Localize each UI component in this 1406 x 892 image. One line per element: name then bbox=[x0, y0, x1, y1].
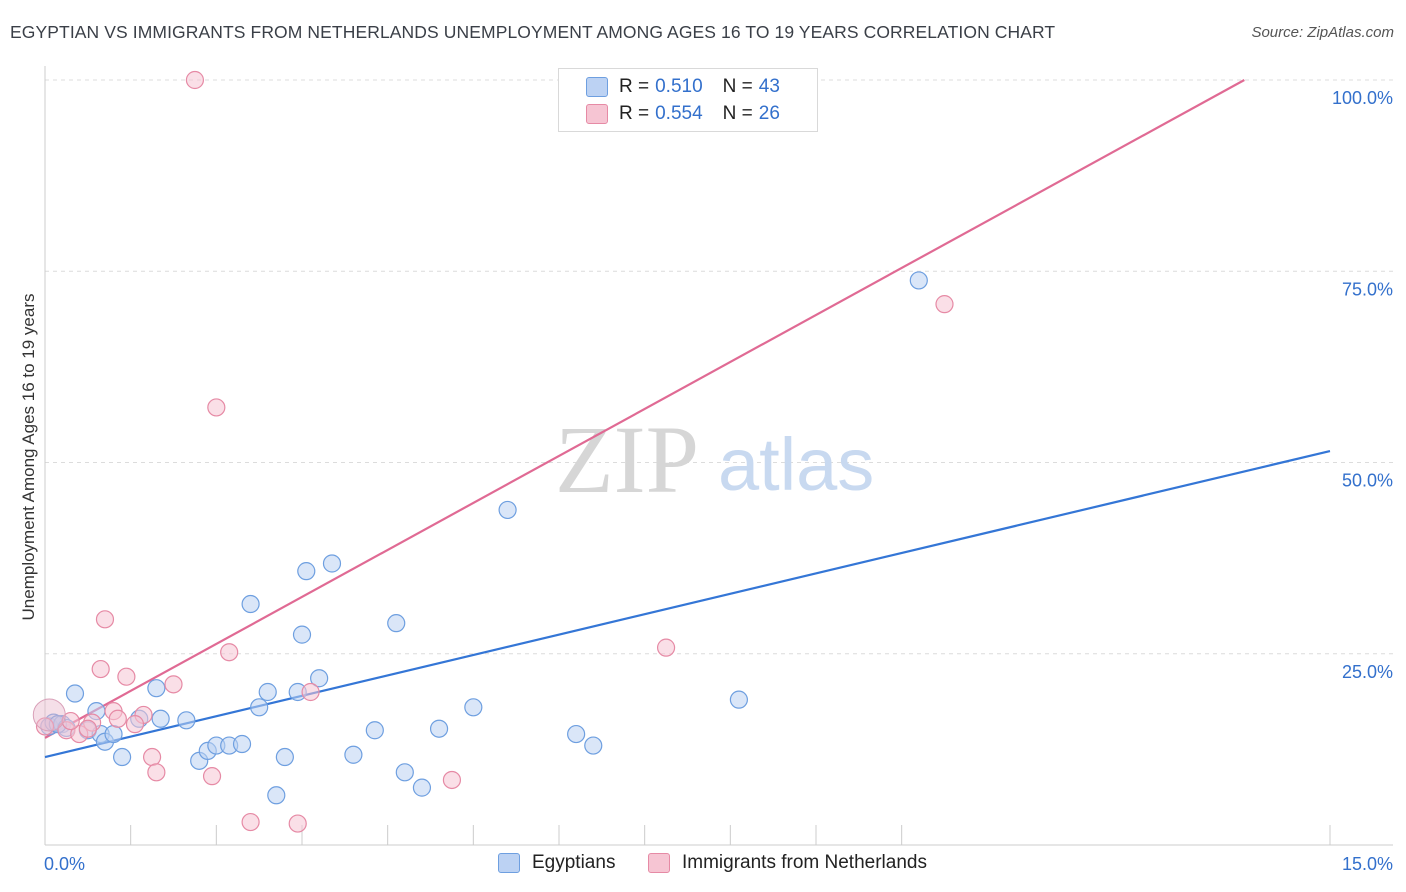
netherlands-point bbox=[288, 814, 307, 833]
egyptians-point bbox=[365, 721, 384, 740]
egyptians-point bbox=[112, 747, 132, 767]
bottom-legend: Egyptians Immigrants from Netherlands bbox=[0, 852, 1406, 876]
egyptians-point bbox=[729, 690, 749, 709]
egyptians-point bbox=[322, 554, 342, 573]
bottom-legend-label: Egyptians bbox=[532, 852, 616, 873]
egyptians-point bbox=[429, 719, 449, 738]
egyptians-point bbox=[147, 679, 166, 698]
y-tick-label: 25.0% bbox=[1342, 662, 1393, 682]
egyptians-point bbox=[104, 724, 123, 744]
legend-r-value: 0.554 bbox=[655, 103, 703, 124]
y-tick-label: 100.0% bbox=[1332, 88, 1393, 108]
egyptians-point bbox=[275, 747, 294, 767]
netherlands-point bbox=[147, 763, 166, 782]
x-tick-label-min: 0.0% bbox=[44, 854, 85, 874]
netherlands-point bbox=[91, 659, 110, 679]
egyptians-point bbox=[464, 698, 483, 717]
bottom-legend-netherlands[interactable]: Immigrants from Netherlands bbox=[648, 852, 927, 874]
legend-n-label: N = bbox=[722, 103, 753, 124]
y-tick-label: 75.0% bbox=[1342, 279, 1393, 299]
legend-row-egyptians: R = 0.510 N = 43 bbox=[586, 75, 780, 99]
watermark-atlas: atlas bbox=[718, 423, 874, 506]
netherlands-point bbox=[207, 398, 226, 417]
egyptians-point bbox=[297, 562, 316, 581]
egyptians-point bbox=[151, 709, 170, 728]
netherlands-point bbox=[117, 667, 136, 686]
egyptians-point bbox=[267, 786, 286, 805]
egyptians-point bbox=[177, 711, 196, 730]
egyptians-point bbox=[232, 734, 252, 754]
egyptians-point bbox=[584, 736, 603, 755]
egyptians-point bbox=[412, 778, 432, 797]
egyptians-point bbox=[909, 271, 928, 290]
netherlands-point bbox=[220, 643, 239, 662]
legend-swatch-pink bbox=[586, 104, 608, 124]
legend-n-value: 43 bbox=[758, 76, 780, 97]
egyptians-point bbox=[395, 763, 414, 782]
egyptians-point bbox=[292, 625, 312, 644]
netherlands-point bbox=[108, 709, 127, 728]
source-label: Source: ZipAtlas.com bbox=[1251, 24, 1394, 41]
legend: R = 0.510 N = 43 R = 0.554 N = 26 bbox=[558, 68, 818, 132]
netherlands-point bbox=[142, 747, 162, 767]
legend-n-value: 26 bbox=[758, 103, 780, 124]
egyptians-point bbox=[258, 682, 277, 702]
netherlands-point bbox=[125, 715, 145, 734]
netherlands-point bbox=[95, 610, 115, 629]
legend-swatch-blue bbox=[498, 853, 520, 873]
netherlands-point bbox=[78, 719, 97, 738]
y-axis-label: Unemployment Among Ages 16 to 19 years bbox=[19, 294, 38, 621]
netherlands-point bbox=[32, 698, 66, 732]
netherlands-point bbox=[164, 675, 183, 694]
egyptians-point bbox=[65, 684, 85, 703]
netherlands-point bbox=[935, 295, 954, 314]
axes bbox=[44, 66, 1393, 846]
trend-line bbox=[44, 79, 1245, 739]
egyptians-point bbox=[241, 594, 260, 614]
netherlands-point bbox=[301, 682, 320, 702]
legend-row-netherlands: R = 0.554 N = 26 bbox=[586, 102, 780, 126]
data-points bbox=[32, 70, 954, 833]
legend-r-label: R = bbox=[619, 103, 650, 124]
legend-r-label: R = bbox=[619, 76, 650, 97]
netherlands-point bbox=[656, 638, 676, 657]
egyptians-point bbox=[310, 669, 329, 688]
bottom-legend-label: Immigrants from Netherlands bbox=[682, 852, 927, 873]
legend-n-label: N = bbox=[722, 76, 753, 97]
bottom-legend-egyptians[interactable]: Egyptians bbox=[498, 852, 615, 874]
egyptians-point bbox=[498, 500, 517, 520]
egyptians-point bbox=[567, 724, 586, 744]
legend-r-value: 0.510 bbox=[655, 76, 703, 97]
egyptians-point bbox=[344, 745, 363, 764]
legend-swatch-blue bbox=[586, 77, 608, 97]
netherlands-point bbox=[241, 812, 260, 832]
gridlines bbox=[45, 79, 1393, 655]
legend-swatch-pink bbox=[648, 853, 670, 873]
netherlands-point bbox=[185, 70, 205, 90]
y-tick-label: 50.0% bbox=[1342, 471, 1393, 491]
egyptians-point bbox=[250, 698, 269, 717]
y-tick-labels: 25.0% 50.0% 75.0% 100.0% bbox=[1332, 88, 1393, 682]
netherlands-point bbox=[442, 770, 462, 790]
egyptians-point bbox=[387, 614, 406, 633]
chart-title: EGYPTIAN VS IMMIGRANTS FROM NETHERLANDS … bbox=[10, 22, 1056, 42]
x-tick-label-max: 15.0% bbox=[1342, 854, 1393, 874]
netherlands-point bbox=[202, 767, 222, 786]
watermark-zip: ZIP bbox=[555, 406, 699, 513]
netherlands-point bbox=[61, 711, 80, 731]
